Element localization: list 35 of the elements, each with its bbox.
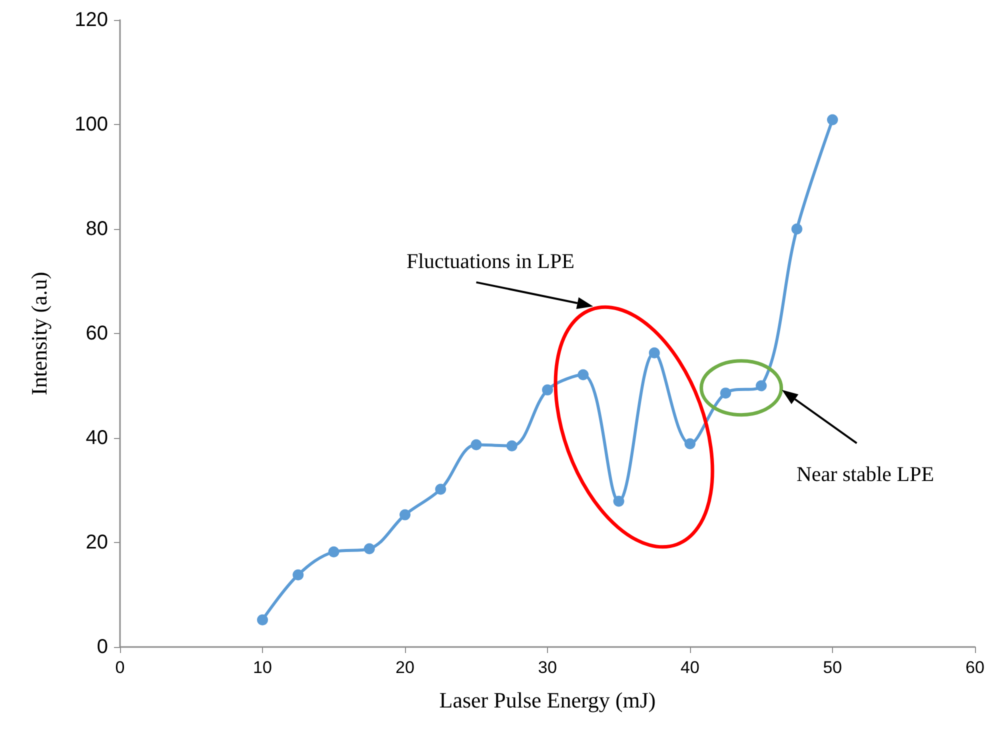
point [506, 440, 518, 452]
point [400, 509, 410, 520]
point [542, 384, 553, 396]
y-axis-title: Intensity (a.u) [26, 272, 52, 396]
x-tick-label: 50 [823, 658, 842, 677]
point [364, 543, 375, 554]
point [292, 569, 304, 580]
y-tick-label: 60 [86, 322, 108, 344]
annotation: Fluctuations in LPE [406, 249, 574, 274]
y-tick-label: 80 [86, 218, 108, 240]
y-tick-label: 0 [96, 636, 108, 658]
point [791, 224, 802, 234]
x-tick-label: 40 [680, 658, 700, 677]
point [720, 388, 732, 399]
point [756, 380, 767, 392]
point [827, 114, 838, 126]
point [328, 546, 340, 558]
x-tick-label: 20 [396, 658, 414, 677]
point [648, 347, 660, 358]
x-tick-label: 60 [966, 658, 984, 677]
x-tick-label: 30 [538, 658, 557, 677]
y-tick-label: 120 [74, 9, 108, 31]
point [470, 439, 482, 450]
y-tick-label: 100 [74, 114, 108, 136]
x-tick-label: 10 [253, 658, 272, 677]
point [435, 484, 446, 495]
y-tick-label: 40 [86, 427, 108, 449]
point [684, 438, 696, 450]
point [613, 496, 624, 507]
x-axis-title: Laser Pulse Energy (mJ) [439, 688, 656, 712]
x-tick-label: 0 [115, 658, 125, 677]
annotation: Near stable LPE [796, 462, 934, 486]
y-tick-label: 20 [86, 532, 108, 554]
point [578, 369, 589, 380]
point [257, 614, 268, 626]
